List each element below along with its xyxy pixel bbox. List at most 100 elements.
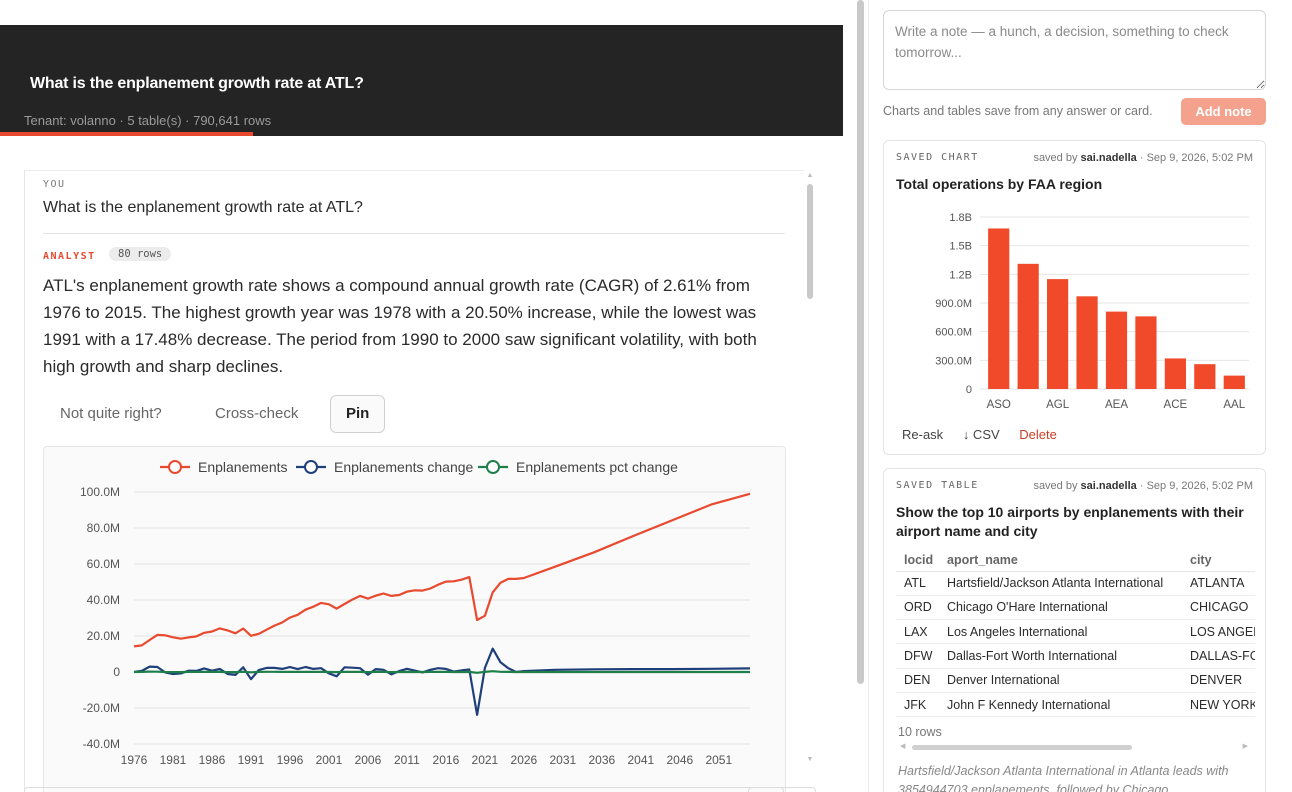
- x-tick-label: 1976: [121, 753, 148, 767]
- table-cell: John F Kennedy International: [939, 692, 1182, 718]
- x-tick-label: 2036: [588, 753, 615, 767]
- table-cell: ATL: [896, 571, 939, 596]
- rows-badge: 80 rows: [109, 247, 172, 261]
- table-cell: Hartsfield/Jackson Atlanta International: [939, 571, 1182, 596]
- x-tick-label: 1986: [199, 753, 226, 767]
- y-tick-label: 1.8B: [949, 212, 972, 224]
- saved-table-kind: SAVED TABLE: [896, 480, 979, 491]
- cross-check-button[interactable]: Cross-check: [200, 395, 313, 433]
- x-tick-label: 2051: [705, 753, 732, 767]
- bar: [988, 228, 1010, 389]
- hscroll-thumb[interactable]: [912, 745, 1132, 750]
- reask-button[interactable]: Re-ask: [902, 427, 944, 442]
- y-tick-label: 600.0M: [935, 327, 972, 339]
- y-tick-label: 900.0M: [935, 298, 972, 310]
- message-input[interactable]: [24, 787, 784, 792]
- x-tick-label: 2041: [627, 753, 654, 767]
- table-cell: Los Angeles International: [939, 619, 1182, 645]
- bar: [1076, 296, 1098, 389]
- y-tick-label: 60.0M: [87, 557, 120, 571]
- table-summary: Hartsfield/Jackson Atlanta International…: [898, 764, 1229, 792]
- table-row: DFW Dallas-Fort Worth International DALLAS…: [896, 643, 1255, 669]
- progress-fill: [0, 132, 253, 136]
- bar: [1105, 311, 1128, 389]
- saved-by-user: sai.nadella: [1080, 480, 1137, 492]
- x-tick-label: 2006: [355, 753, 382, 767]
- legend-label: Enplanements pct change: [516, 459, 678, 475]
- series-line-3: [133, 670, 750, 674]
- legend-marker: [486, 460, 500, 474]
- saved-table-meta: saved by sai.nadella · Sep 9, 2026, 5:02…: [1033, 480, 1253, 492]
- y-tick-label: 0: [966, 384, 972, 396]
- x-tick-label: 1991: [238, 753, 265, 767]
- legend-marker: [168, 460, 182, 474]
- x-tick-label: 2026: [511, 753, 538, 767]
- y-tick-label: 1.2B: [949, 269, 972, 281]
- conversation-title: What is the enplanement growth rate at A…: [30, 75, 364, 92]
- y-tick-label: -40.0M: [83, 737, 120, 751]
- x-tick-label: 2011: [394, 753, 420, 767]
- scroll-down-icon[interactable]: ▼: [806, 756, 814, 763]
- saved-at: · Sep 9, 2026, 5:02 PM: [1139, 480, 1253, 492]
- legend-marker: [304, 460, 318, 474]
- table-cell: NEW YORK: [1182, 692, 1255, 718]
- table-cell: DALLAS-FC: [1182, 643, 1255, 669]
- pin-button[interactable]: Pin: [330, 395, 386, 433]
- table-cell: DFW: [896, 643, 939, 669]
- saved-chart-title: Total operations by FAA region: [896, 176, 1103, 192]
- legend-item: Enplanements change: [296, 459, 474, 475]
- tenant-info: Tenant: volanno · 5 table(s) · 790,641 r…: [24, 113, 272, 128]
- column-header[interactable]: city: [1182, 549, 1255, 572]
- csv-download-button[interactable]: ↓ CSV: [962, 427, 1000, 442]
- scrollbar-thumb[interactable]: [807, 184, 813, 299]
- saved-table: locid aport_name city ATL Hartsfield/Jackso…: [896, 549, 1255, 718]
- not-quite-right-button[interactable]: Not quite right?: [45, 395, 177, 433]
- progress-bar: [0, 132, 843, 136]
- note-input[interactable]: [883, 10, 1266, 90]
- x-tick-label: 2016: [433, 753, 460, 767]
- column-header[interactable]: aport_name: [939, 549, 1182, 572]
- bar-chart: 1.8B 1.5B 1.2B 900.0M 600.0M 300.0M 0 ASO AGL AEA…: [935, 212, 1249, 411]
- bar: [1223, 375, 1245, 389]
- table-cell: ATLANTA: [1182, 571, 1255, 596]
- series-line-1: [133, 492, 751, 648]
- table-cell: ORD: [896, 595, 939, 621]
- y-tick-label: 0: [113, 665, 120, 679]
- y-tick-label: 80.0M: [87, 521, 120, 535]
- y-tick-label: -20.0M: [83, 701, 120, 715]
- divider: [43, 233, 785, 234]
- analyst-answer: ATL's enplanement growth rate shows a co…: [43, 276, 757, 376]
- x-tick-label: 2031: [550, 753, 577, 767]
- table-hscrollbar[interactable]: ◀ ▶: [898, 742, 1248, 752]
- conversation-scrollbar[interactable]: ▲ ▼: [806, 172, 814, 764]
- row-count: 10 rows: [898, 725, 942, 739]
- send-button[interactable]: [748, 787, 816, 792]
- scroll-right-icon[interactable]: ▶: [1242, 743, 1248, 750]
- table-row: ATL Hartsfield/Jackson Atlanta Internatio…: [896, 571, 1255, 596]
- x-tick-label: 2001: [316, 753, 343, 767]
- scroll-left-icon[interactable]: ◀: [900, 743, 906, 750]
- bar: [1164, 358, 1186, 389]
- line-chart: 100.0M80.0M60.0M40.0M20.0M0-20.0M-40.0M1…: [80, 459, 751, 767]
- scroll-up-icon[interactable]: ▲: [806, 172, 814, 179]
- table-row: JFK John F Kennedy International NEW YORK: [896, 692, 1255, 718]
- saved-by-prefix: saved by: [1033, 152, 1078, 164]
- x-tick-label: AGL: [1046, 399, 1070, 411]
- y-tick-label: 1.5B: [949, 241, 972, 253]
- x-tick-label: 1981: [160, 753, 187, 767]
- table-row: LAX Los Angeles International LOS ANGEL: [896, 619, 1255, 645]
- x-tick-label: AEA: [1105, 399, 1128, 411]
- delete-button[interactable]: Delete: [1019, 427, 1057, 442]
- notes-sidebar: Charts and tables save from any answer o…: [868, 0, 1292, 792]
- y-tick-label: 100.0M: [80, 485, 120, 499]
- add-note-button[interactable]: Add note: [1181, 98, 1266, 125]
- legend-label: Enplanements: [198, 459, 288, 475]
- page-scrollbar-thumb[interactable]: [857, 0, 864, 684]
- x-tick-label: ACE: [1164, 399, 1188, 411]
- bar: [1135, 316, 1157, 389]
- saved-at: · Sep 9, 2026, 5:02 PM: [1139, 152, 1253, 164]
- legend-item: Enplanements pct change: [478, 459, 678, 475]
- conversation-thread: YOU What is the enplanement growth rate …: [24, 170, 804, 792]
- answer-chart: 100.0M 80.0M 60.0M 40.0M 20.0M 0 -20.0M -40.0M 1…: [43, 446, 786, 792]
- column-header[interactable]: locid: [896, 549, 939, 572]
